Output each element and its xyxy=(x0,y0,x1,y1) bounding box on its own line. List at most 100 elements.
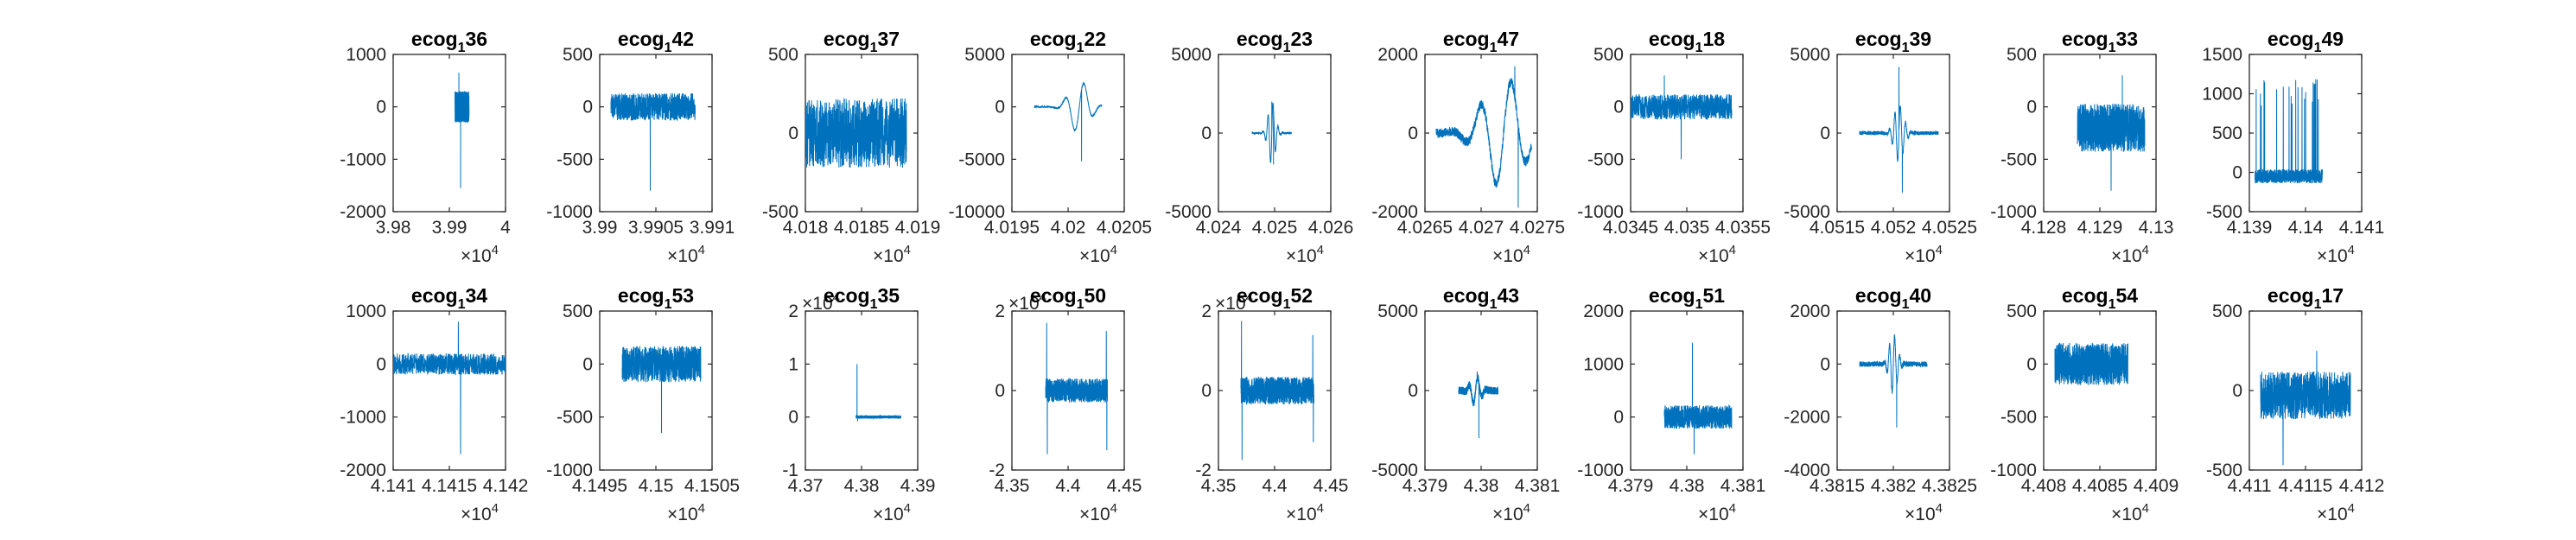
signal-trace xyxy=(1435,66,1532,208)
subplot: 4.1495 4.15 4.1505 -1000 -500 0 500 ×104 ecog153 xyxy=(546,284,740,524)
x-exponent-label: ×104 xyxy=(1492,501,1530,524)
y-tick-label: 2 xyxy=(995,302,1005,321)
x-exponent-label: ×104 xyxy=(1905,243,1943,266)
x-tick-label: 4.1495 xyxy=(572,476,627,496)
subplot-title: ecog143 xyxy=(1443,284,1519,312)
subplot: 4.128 4.129 4.13 -1000 -500 0 500 ×104 ecog133 xyxy=(1990,28,2173,266)
y-tick-label: 1000 xyxy=(346,302,386,321)
y-tick-label: 0 xyxy=(995,381,1005,401)
y-tick-label: -500 xyxy=(557,408,593,428)
x-tick-label: 4.4 xyxy=(1262,476,1288,496)
y-tick-label: 0 xyxy=(1820,354,1830,374)
x-tick-label: 4.0205 xyxy=(1097,218,1152,238)
x-tick-label: 4.0185 xyxy=(834,218,889,238)
signal-trace xyxy=(1251,101,1292,165)
x-tick-label: 4.412 xyxy=(2339,476,2385,496)
subplot: 4.018 4.0185 4.019 -500 0 500 ×104 ecog137 xyxy=(762,28,940,266)
x-exponent-label: ×104 xyxy=(2111,243,2149,266)
y-tick-label: 2 xyxy=(1201,302,1212,321)
subplot: 4.0345 4.035 4.0355 -1000 -500 0 500 ×104 ecog11… xyxy=(1577,28,1771,266)
y-tick-label: -10000 xyxy=(949,202,1005,222)
y-tick-label: 500 xyxy=(563,302,593,321)
x-tick-label: 4.052 xyxy=(1871,218,1917,238)
x-tick-label: 4.141 xyxy=(2339,218,2385,238)
y-tick-label: 5000 xyxy=(964,45,1005,65)
y-tick-label: -500 xyxy=(1587,149,1624,169)
signal-trace xyxy=(2255,79,2323,184)
y-tick-label: 2000 xyxy=(1583,302,1624,321)
x-tick-label: 4.45 xyxy=(1313,476,1349,496)
x-tick-label: 4.409 xyxy=(2134,476,2179,496)
y-tick-label: -5000 xyxy=(1371,461,1418,480)
y-tick-label: 0 xyxy=(376,354,386,374)
x-exponent-label: ×104 xyxy=(873,243,911,266)
y-tick-label: -1 xyxy=(782,461,798,480)
y-exponent-label: ×104 xyxy=(1215,290,1253,314)
x-tick-label: 4.14 xyxy=(2288,218,2324,238)
y-tick-label: 5000 xyxy=(1790,45,1830,65)
x-tick-label: 4.37 xyxy=(788,476,824,496)
subplot-title: ecog135 xyxy=(824,284,900,312)
x-tick-label: 4.0265 xyxy=(1397,218,1453,238)
signal-trace xyxy=(1663,342,1733,454)
subplot: 4.408 4.4085 4.409 -1000 -500 0 500 ×104 ecog154 xyxy=(1990,284,2178,524)
x-tick-label: 3.991 xyxy=(690,218,735,238)
subplot-title: ecog139 xyxy=(1855,28,1931,55)
signal-trace xyxy=(393,321,506,454)
signal-trace xyxy=(1045,322,1108,454)
x-tick-label: 4.35 xyxy=(995,476,1030,496)
y-tick-label: -2 xyxy=(1195,461,1212,480)
x-exponent-label: ×104 xyxy=(1492,243,1530,266)
y-tick-label: 1000 xyxy=(2202,85,2242,105)
x-tick-label: 4.025 xyxy=(1252,218,1298,238)
y-tick-label: -1000 xyxy=(546,202,593,222)
y-tick-label: -1000 xyxy=(546,461,593,480)
x-tick-label: 4.381 xyxy=(1515,476,1561,496)
y-tick-label: -500 xyxy=(557,149,593,169)
x-tick-label: 4.35 xyxy=(1201,476,1237,496)
x-tick-label: 4.38 xyxy=(844,476,880,496)
x-tick-label: 4.1505 xyxy=(684,476,740,496)
y-tick-label: 1000 xyxy=(346,45,386,65)
subplot-title: ecog140 xyxy=(1855,284,1931,312)
x-exponent-label: ×104 xyxy=(1079,243,1117,266)
subplot-title: ecog136 xyxy=(411,28,487,55)
x-tick-label: 4.382 xyxy=(1871,476,1917,496)
x-tick-label: 4.035 xyxy=(1664,218,1710,238)
y-tick-label: 500 xyxy=(2212,302,2242,321)
x-exponent-label: ×104 xyxy=(2111,501,2149,524)
subplot-title: ecog137 xyxy=(824,28,900,55)
y-tick-label: -2000 xyxy=(340,461,386,480)
y-tick-label: -1000 xyxy=(340,408,386,428)
signal-trace xyxy=(455,73,470,188)
y-tick-label: -500 xyxy=(762,202,798,222)
y-tick-label: -500 xyxy=(2000,408,2037,428)
subplot: 4.3815 4.382 4.3825 -4000 -2000 0 2000 ×104 ecog… xyxy=(1784,284,1977,524)
signal-trace xyxy=(855,364,901,422)
y-tick-label: -500 xyxy=(2000,149,2037,169)
subplot: 4.139 4.14 4.141 -500 0 500 1000 1500 ×104 ecog14… xyxy=(2202,28,2384,266)
x-tick-label: 4 xyxy=(500,218,511,238)
y-tick-label: 500 xyxy=(563,45,593,65)
subplot-title: ecog118 xyxy=(1649,28,1725,55)
subplot-title: ecog142 xyxy=(618,28,694,55)
signal-trace xyxy=(1458,371,1498,439)
x-tick-label: 4.13 xyxy=(2139,218,2174,238)
y-exponent-label: ×104 xyxy=(802,290,840,314)
subplot-title: ecog147 xyxy=(1443,28,1519,55)
x-exponent-label: ×104 xyxy=(461,501,499,524)
signal-trace xyxy=(805,98,907,168)
subplot: 4.411 4.4115 4.412 -500 0 500 ×104 ecog117 xyxy=(2206,284,2384,524)
y-tick-label: 0 xyxy=(1201,124,1212,143)
subplot-title: ecog134 xyxy=(411,284,487,312)
y-tick-label: 0 xyxy=(2026,354,2037,374)
y-tick-label: -5000 xyxy=(1784,202,1830,222)
y-tick-label: -1000 xyxy=(340,149,386,169)
x-exponent-label: ×104 xyxy=(1079,501,1117,524)
x-tick-label: 3.98 xyxy=(376,218,411,238)
y-tick-label: -2 xyxy=(989,461,1005,480)
x-tick-label: 3.99 xyxy=(582,218,618,238)
subplot-title: ecog149 xyxy=(2268,28,2344,55)
